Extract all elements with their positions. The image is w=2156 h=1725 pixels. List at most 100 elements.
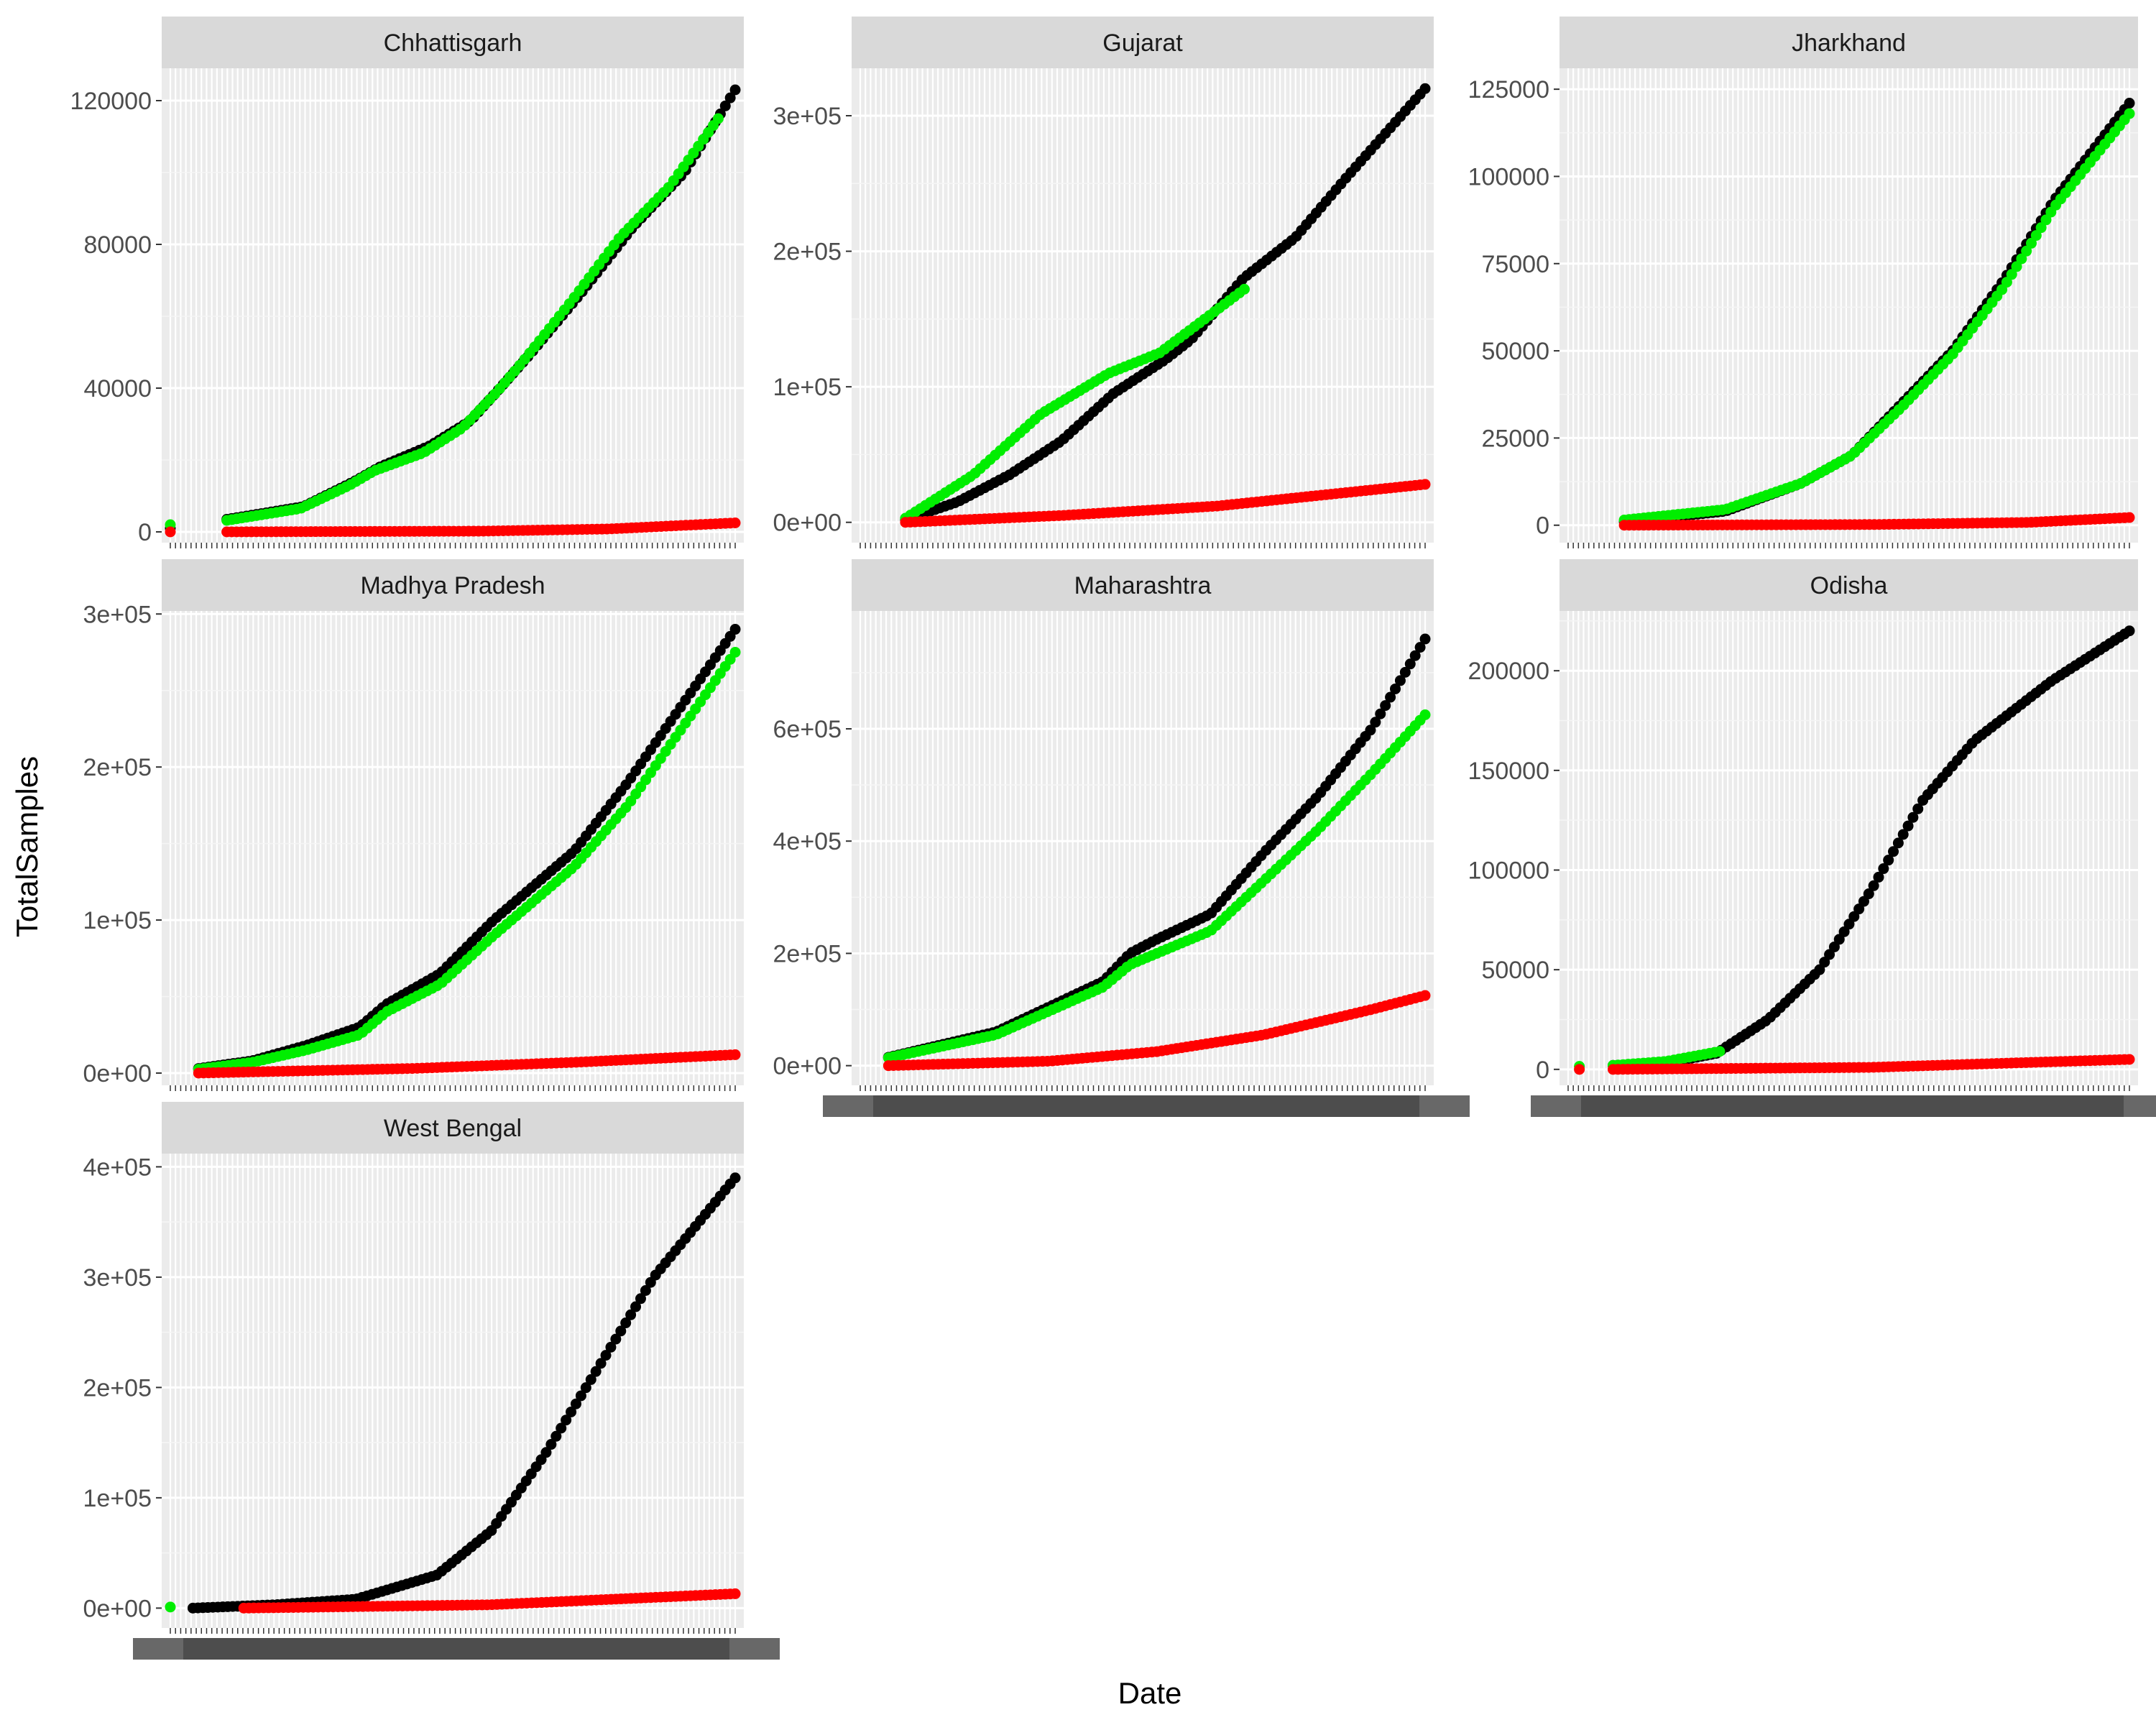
y-tick-label: 75000 — [1481, 251, 1549, 278]
x-tick-labels-overlapping — [1531, 1095, 2156, 1117]
data-point — [1380, 700, 1391, 712]
data-point — [729, 1049, 741, 1060]
series-points — [165, 113, 724, 530]
y-tick-label: 0 — [1536, 1057, 1549, 1084]
y-tick-label: 1e+05 — [773, 374, 842, 401]
y-tick-label: 3e+05 — [83, 601, 152, 628]
data-point — [719, 100, 731, 111]
y-tick-label: 1e+05 — [83, 907, 152, 934]
facet-strip — [1560, 559, 2138, 611]
facet-label: Maharashtra — [1074, 572, 1212, 599]
data-point — [712, 113, 724, 124]
x-tick-labels-overlapping — [823, 1095, 1470, 1117]
data-point — [729, 1588, 741, 1599]
data-point — [615, 1325, 627, 1337]
data-point — [1404, 658, 1416, 670]
y-tick-label: 25000 — [1481, 425, 1549, 452]
y-tick-label: 150000 — [1468, 758, 1549, 785]
data-point — [2124, 98, 2135, 109]
facet-strip — [162, 559, 744, 611]
data-point — [729, 84, 741, 96]
series-points — [238, 1588, 741, 1614]
y-tick-label: 40000 — [83, 375, 152, 402]
y-tick-label: 0e+00 — [773, 510, 842, 537]
facet-strip — [1560, 17, 2138, 68]
facet-label: Madhya Pradesh — [360, 572, 545, 599]
x-tick-label-band — [1581, 1095, 2124, 1117]
data-point — [729, 646, 741, 658]
facet-strip — [162, 17, 744, 68]
series-points — [883, 709, 1431, 1064]
y-tick-label: 2e+05 — [83, 754, 152, 781]
y-tick-label: 80000 — [83, 231, 152, 259]
data-point — [561, 1414, 572, 1426]
data-point — [1907, 811, 1919, 823]
y-tick-label: 125000 — [1468, 76, 1549, 104]
y-tick-label: 2e+05 — [773, 239, 842, 266]
data-point — [2124, 625, 2135, 637]
y-tick-label: 0e+00 — [773, 1053, 842, 1080]
series-points — [900, 283, 1250, 524]
data-point — [1409, 650, 1421, 661]
y-tick-label: 6e+05 — [773, 716, 842, 743]
x-tick-label-band-right — [2124, 1095, 2156, 1117]
data-point — [165, 526, 176, 538]
panel-madhya-pradesh: Madhya Pradesh 0e+00 1e+05 2e+05 3e+05 — [83, 559, 744, 1091]
y-tick-label: 100000 — [1468, 163, 1549, 190]
data-point — [1868, 880, 1879, 891]
data-point — [1399, 666, 1411, 678]
x-tick-label-band-left — [823, 1095, 902, 1117]
data-point — [556, 1422, 567, 1434]
y-tick-label: 100000 — [1468, 857, 1549, 885]
panel-odisha: Odisha 0 50000 100000 150000 200000 — [1468, 559, 2156, 1117]
data-point — [1878, 863, 1889, 875]
panel-gujarat: Gujarat 0e+00 1e+05 2e+05 3e+05 — [773, 17, 1434, 548]
data-point — [1892, 837, 1904, 849]
data-point — [729, 624, 741, 635]
panel-background — [162, 611, 744, 1085]
panel-west-bengal: West Bengal 0e+00 1e+05 2e+05 3e+05 4e+05 — [83, 1102, 780, 1660]
data-point — [590, 1366, 602, 1377]
data-point — [630, 1301, 642, 1312]
data-point — [610, 1333, 622, 1345]
data-point — [2006, 269, 2017, 280]
data-point — [1385, 691, 1396, 703]
data-point — [2124, 512, 2135, 523]
panel-maharashtra: Maharashtra 0e+00 2e+05 4e+05 6e+05 — [773, 559, 1470, 1117]
y-tick-label: 1e+05 — [83, 1485, 152, 1512]
data-point — [1419, 83, 1431, 94]
panels-layer: Chhattisgarh 0 40000 80000 120000 Gujarat 0e+0… — [70, 17, 2156, 1660]
y-tick-label: 0 — [1536, 512, 1549, 540]
data-point — [550, 1430, 562, 1442]
data-point — [1375, 708, 1386, 719]
x-tick-labels-overlapping — [133, 1638, 780, 1660]
data-point — [2011, 261, 2022, 272]
data-point — [2124, 108, 2135, 119]
x-tick-label-band — [183, 1638, 729, 1660]
facet-strip — [162, 1102, 744, 1154]
data-point — [566, 1406, 577, 1417]
series-points — [1618, 512, 2135, 531]
panel-background — [852, 68, 1434, 543]
data-point — [1419, 709, 1431, 720]
data-point — [729, 1172, 741, 1184]
data-point — [724, 92, 736, 104]
series-points — [193, 646, 741, 1075]
data-point — [1574, 1064, 1585, 1075]
series-points — [900, 479, 1431, 528]
data-point — [1902, 820, 1914, 832]
data-point — [1419, 633, 1431, 645]
x-tick-label-band — [873, 1095, 1419, 1117]
data-point — [640, 1284, 651, 1296]
data-point — [1394, 675, 1406, 686]
facet-label: Chhattisgarh — [384, 29, 522, 57]
panel-background — [1560, 68, 2138, 543]
panel-chhattisgarh: Chhattisgarh 0 40000 80000 120000 — [70, 17, 744, 548]
data-point — [1238, 283, 1250, 295]
y-tick-label: 0e+00 — [83, 1595, 152, 1622]
x-tick-label-band-left — [133, 1638, 212, 1660]
y-tick-label: 0 — [138, 519, 152, 546]
x-tick-label-band-right — [1419, 1095, 1470, 1117]
data-point — [2124, 1054, 2135, 1065]
data-point — [540, 1447, 552, 1458]
